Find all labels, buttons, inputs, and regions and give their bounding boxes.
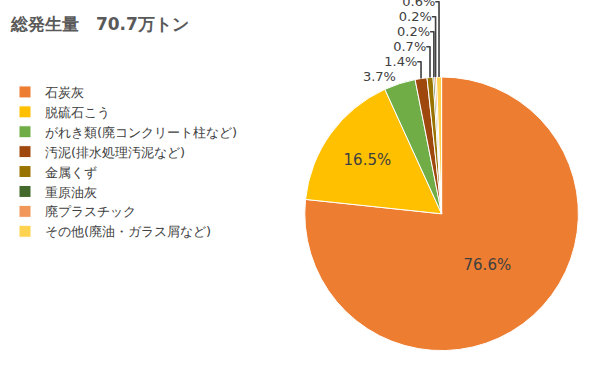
- svg-text:脱硫石こう: 脱硫石こう: [45, 105, 110, 120]
- svg-text:その他(廃油・ガラス屑など): その他(廃油・ガラス屑など): [45, 224, 211, 239]
- svg-text:汚泥(排水処理汚泥など): 汚泥(排水処理汚泥など): [45, 145, 185, 160]
- svg-text:76.6%: 76.6%: [464, 256, 512, 274]
- svg-text:3.7%: 3.7%: [363, 69, 396, 84]
- svg-text:廃プラスチック: 廃プラスチック: [45, 204, 136, 219]
- svg-text:1.4%: 1.4%: [384, 54, 417, 69]
- svg-text:石炭灰: 石炭灰: [45, 85, 84, 100]
- svg-text:0.7%: 0.7%: [393, 39, 426, 54]
- svg-text:0.2%: 0.2%: [397, 24, 430, 39]
- svg-text:0.2%: 0.2%: [399, 9, 432, 24]
- svg-text:総発生量 70.7万トン: 総発生量 70.7万トン: [10, 14, 189, 34]
- svg-text:0.6%: 0.6%: [402, 0, 435, 9]
- svg-text:がれき類(廃コンクリート柱など): がれき類(廃コンクリート柱など): [45, 125, 237, 140]
- svg-text:16.5%: 16.5%: [344, 151, 392, 169]
- svg-text:重原油灰: 重原油灰: [45, 185, 97, 200]
- svg-text:金属くず: 金属くず: [45, 165, 97, 180]
